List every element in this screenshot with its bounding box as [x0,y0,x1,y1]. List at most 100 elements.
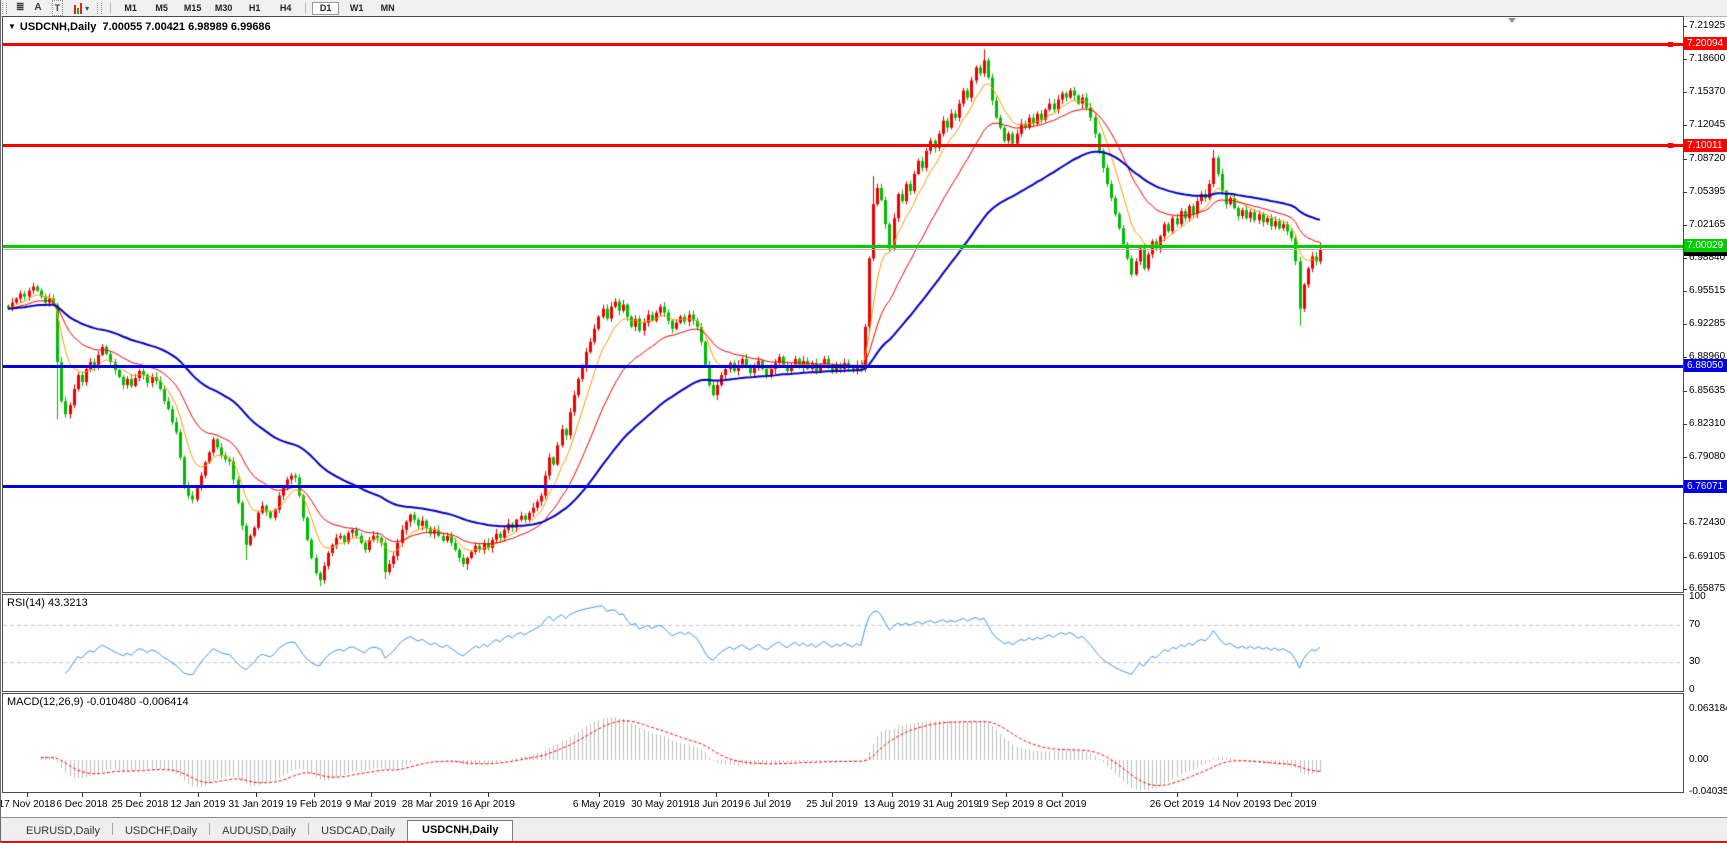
level-line-handle[interactable] [1668,42,1673,47]
price-axis-label: 6.72430 [1689,517,1726,528]
price-axis-tick [1683,225,1687,226]
price-axis-tick [1683,589,1687,590]
rsi-label: RSI(14) 43.3213 [7,597,88,609]
price-axis-tick [1683,357,1687,358]
time-axis-label: 8 Oct 2019 [1037,799,1087,810]
time-axis[interactable]: 17 Nov 2018 6 Dec 2018 25 Dec 2018 12 Jan 2… [0,793,1727,817]
price-axis-label: 6.92285 [1689,318,1726,329]
indicators-caret-icon[interactable]: ▾ [85,3,90,13]
price-axis-label: 6.69105 [1689,551,1726,562]
price-axis-tick [1683,92,1687,93]
time-axis-label: 6 Jul 2019 [744,799,792,810]
price-axis-tick [1683,391,1687,392]
horizontal-level-line-7.20094[interactable] [3,43,1683,46]
price-axis-label: 6.95515 [1689,285,1726,296]
macd-label: MACD(12,26,9) -0.010480 -0.006414 [7,696,189,708]
macd-indicator-canvas[interactable] [3,694,1682,791]
indicators-icon[interactable] [74,2,83,14]
chart-tab-usdcad[interactable]: USDCAD,Daily [321,825,396,837]
rsi-axis-label: 70 [1689,619,1701,630]
time-axis-tick [716,793,717,797]
time-axis-label: 14 Nov 2019 [1208,799,1266,810]
tab-separator [308,823,310,835]
chart-tab-audusd[interactable]: AUDUSD,Daily [222,825,297,837]
price-axis-label: 7.02165 [1689,219,1726,230]
time-axis-label: 13 Aug 2019 [863,799,921,810]
price-axis-tick [1683,324,1687,325]
timeframe-button-m30[interactable]: M30 [214,2,233,13]
time-axis-tick [660,793,661,797]
time-axis-label: 26 Oct 2019 [1149,799,1205,810]
time-axis-tick [488,793,489,797]
chart-ohlc-values: 7.00055 7.00421 6.98989 6.99686 [102,21,271,33]
timeframe-button-h4[interactable]: H4 [279,2,292,13]
time-axis-label: 12 Jan 2019 [170,799,226,810]
timeframe-button-d1[interactable]: D1 [312,1,340,15]
price-level-badge: 6.88050 [1684,359,1727,372]
horizontal-level-line-6.88050[interactable] [3,365,1683,368]
timeframe-button-mn[interactable]: MN [380,2,395,13]
chart-title: ▼ USDCNH,Daily 7.00055 7.00421 6.98989 6.… [8,21,271,33]
price-axis-label: 6.85635 [1689,385,1726,396]
time-axis-label: 31 Aug 2019 [922,799,980,810]
chart-tab-usdcnh[interactable]: USDCNH,Daily [407,820,514,843]
time-axis-tick [892,793,893,797]
price-level-badge: 6.76071 [1684,480,1727,493]
price-axis-label: 7.08720 [1689,153,1726,164]
toolbar-grip[interactable] [2,2,7,14]
time-axis-tick [198,793,199,797]
price-chart-canvas[interactable] [3,17,1682,591]
timeframe-button-m1[interactable]: M1 [124,2,137,13]
tab-separator [111,823,113,835]
chart-title-caret-icon[interactable]: ▼ [8,22,16,31]
time-axis-tick [1177,793,1178,797]
horizontal-level-line-7.10011[interactable] [3,144,1683,147]
macd-values: -0.010480 -0.006414 [86,696,189,708]
price-axis-tick [1683,159,1687,160]
price-axis-tick [1683,59,1687,60]
price-axis-label: 7.12045 [1689,119,1726,130]
time-axis-tick [1291,793,1292,797]
time-axis-label: 6 Dec 2018 [56,799,108,810]
time-axis-tick [82,793,83,797]
price-axis-tick [1683,258,1687,259]
time-axis-tick [1006,793,1007,797]
rsi-value: 43.3213 [47,597,88,609]
window-left-edge [0,0,1,843]
templates-icon[interactable]: ≣ [16,2,25,13]
rsi-indicator-canvas[interactable] [3,595,1682,690]
price-axis-tick [1683,26,1687,27]
timeframe-button-m15[interactable]: M15 [183,2,202,13]
chart-tab-eurusd[interactable]: EURUSD,Daily [26,825,100,837]
price-axis-tick [1683,523,1687,524]
price-axis-label: 6.79080 [1689,451,1726,462]
time-axis-label: 30 May 2019 [631,799,689,810]
price-axis-label: 6.65875 [1689,583,1726,594]
time-axis-tick [140,793,141,797]
macd-axis-label: 0.063184 [1689,703,1727,714]
chart-shift-marker-icon [1508,18,1516,23]
timeframe-button-m5[interactable]: M5 [155,2,168,13]
text-label-icon[interactable]: T [51,0,64,16]
time-axis-label: 17 Nov 2018 [0,799,56,810]
rsi-axis-label: 30 [1689,656,1701,667]
timeframe-toolbar-grip[interactable] [97,2,103,14]
toolbar-separator [305,2,307,14]
price-level-badge: 7.10011 [1684,139,1727,152]
time-axis-tick [599,793,600,797]
time-axis-label: 25 Jul 2019 [806,799,858,810]
chart-tab-usdchf[interactable]: USDCHF,Daily [124,825,198,837]
timeframe-button-h1[interactable]: H1 [248,2,261,13]
horizontal-level-line-7.00029[interactable] [3,245,1683,248]
timeframe-button-w1[interactable]: W1 [349,2,364,13]
time-axis-tick [1062,793,1063,797]
horizontal-level-line-6.76071[interactable] [3,485,1683,488]
cursor-arrow-icon[interactable]: A [34,2,42,13]
price-axis-label: 6.98840 [1689,252,1726,263]
chart-symbol-label: USDCNH,Daily [19,21,97,33]
macd-axis-label: 0.00 [1689,754,1709,765]
tab-separator [209,823,211,835]
price-axis-label: 7.05395 [1689,186,1726,197]
time-axis-tick [256,793,257,797]
level-line-handle[interactable] [1668,143,1673,148]
